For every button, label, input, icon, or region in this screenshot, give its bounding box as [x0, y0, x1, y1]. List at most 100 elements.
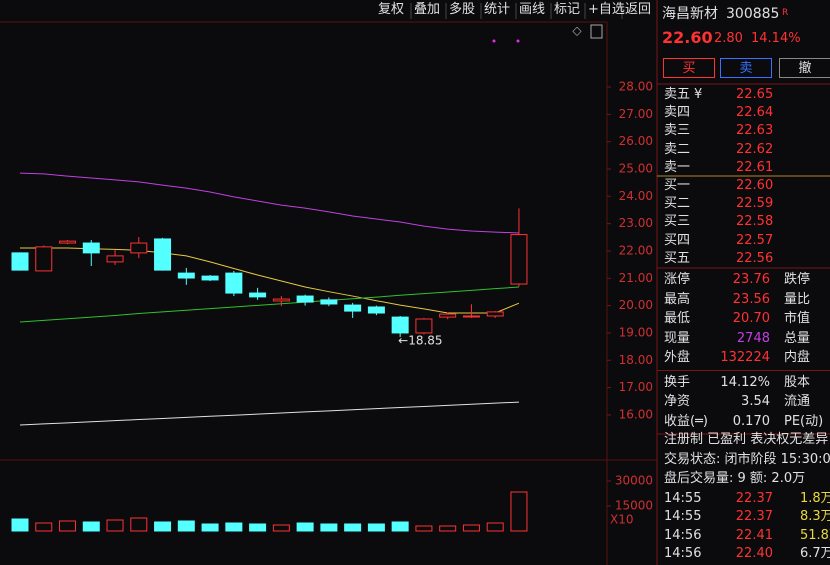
order-price: 22.63 — [736, 123, 774, 139]
y-tick-label: 26.00 — [619, 134, 653, 148]
order-price: 22.59 — [736, 196, 774, 212]
icon-diamond[interactable]: ◇ — [572, 24, 582, 38]
trade-amount: 6.7万 — [800, 546, 830, 561]
candle-body — [177, 272, 195, 279]
stat-label: 现量 — [664, 330, 691, 346]
toolbar-button[interactable]: 标记 — [554, 2, 581, 17]
trade-button[interactable]: 撤 — [779, 58, 830, 78]
marker-dot — [492, 39, 496, 43]
moving-average-line — [19, 286, 519, 323]
stat-label: PE(动) — [784, 413, 824, 429]
volume-bar — [391, 521, 409, 532]
stat-label: 换手 — [664, 374, 691, 390]
trade-time: 14:55 — [664, 509, 702, 524]
volume-bar — [296, 522, 314, 532]
y-tick-label: 27.00 — [619, 107, 653, 121]
stat-label: 跌停 — [784, 272, 811, 287]
stat-label: 最高 — [664, 291, 691, 307]
order-label: 卖二 — [664, 141, 691, 157]
trade-time: 14:56 — [664, 546, 702, 561]
order-price: 22.60 — [736, 178, 774, 193]
candle-body — [320, 299, 338, 305]
candle-body — [154, 238, 172, 271]
change-pct: 14.14% — [751, 31, 801, 46]
candle-body — [35, 246, 53, 272]
icon-panel[interactable] — [590, 24, 603, 39]
trade-amount: 1.8万 — [800, 490, 830, 506]
stat-label: 量比 — [784, 291, 811, 307]
volume-bar — [225, 522, 243, 532]
volume-bar — [201, 523, 219, 532]
y-tick-label: 16.00 — [619, 407, 653, 421]
stat-value: 20.70 — [732, 311, 770, 326]
y-tick-label: 28.00 — [619, 80, 653, 94]
volume-bar — [11, 518, 29, 532]
info-line: 交易状态: 闭市阶段 15:30:0 — [664, 451, 830, 467]
y-tick-label: 18.00 — [619, 353, 653, 367]
order-label: 买五 — [664, 250, 691, 266]
order-label: 卖三 — [664, 123, 691, 139]
toolbar-button[interactable]: 复权 — [378, 2, 405, 17]
candle-body — [11, 252, 29, 271]
volume-tick-label: 30000 — [615, 474, 653, 488]
order-label: 买三 — [664, 214, 691, 230]
volume-bar — [439, 525, 457, 532]
stat-value: 14.12% — [720, 374, 770, 390]
candle-body — [462, 315, 480, 318]
stat-label: 股本 — [784, 374, 811, 390]
order-price: 22.58 — [736, 214, 774, 230]
toolbar-button[interactable]: 叠加 — [414, 2, 441, 17]
order-label: 买四 — [664, 232, 691, 248]
stat-label: 流通 — [784, 394, 811, 409]
volume-bar — [106, 519, 124, 532]
candle-body — [272, 298, 290, 302]
currency: ¥ — [694, 87, 703, 102]
toolbar-button[interactable]: +自选 — [588, 2, 625, 17]
moving-average-line — [19, 401, 519, 426]
toolbar-button[interactable]: 统计 — [484, 2, 511, 17]
trade-time: 14:56 — [664, 527, 702, 543]
volume-bar — [35, 522, 53, 532]
trade-button[interactable]: 卖 — [720, 58, 772, 78]
y-tick-label: 23.00 — [619, 216, 653, 230]
candle-body — [201, 275, 219, 281]
order-label: 买二 — [664, 196, 691, 212]
candle-body — [344, 304, 362, 312]
stat-label: 净资 — [664, 394, 691, 409]
toolbar-button[interactable]: 画线 — [519, 2, 546, 17]
stock-name: 海昌新材 — [662, 6, 718, 22]
order-label: 买一 — [664, 178, 691, 193]
volume-bar — [344, 523, 362, 532]
volume-bar — [82, 521, 100, 532]
order-price: 22.56 — [736, 250, 774, 266]
trade-price: 22.40 — [735, 546, 773, 561]
stat-value: 2748 — [736, 330, 770, 346]
volume-bar — [154, 521, 172, 532]
stat-value: 3.54 — [741, 394, 770, 409]
volume-bar — [415, 525, 433, 532]
toolbar-button[interactable]: 多股 — [449, 2, 476, 17]
stat-label: 外盘 — [664, 350, 691, 365]
y-tick-label: 25.00 — [619, 162, 653, 176]
candle-body — [82, 242, 100, 254]
stat-label: 内盘 — [784, 350, 811, 365]
toolbar-button[interactable]: 返回 — [625, 2, 652, 17]
trade-button[interactable]: 买 — [663, 58, 715, 78]
order-label: 卖五 — [664, 87, 691, 102]
order-label: 卖一 — [664, 159, 691, 175]
change: 2.80 — [714, 31, 743, 46]
y-tick-label: 24.00 — [619, 189, 653, 203]
stat-value: 0.170 — [732, 413, 770, 429]
candle-body — [249, 292, 267, 298]
stat-value: 23.56 — [732, 291, 770, 307]
order-price: 22.64 — [736, 105, 774, 121]
candle-body — [486, 311, 504, 317]
stat-label: 涨停 — [664, 272, 691, 287]
volume-bar — [59, 520, 77, 532]
volume-bar — [177, 520, 195, 532]
volume-bar — [510, 491, 528, 532]
candle-body — [510, 234, 528, 285]
